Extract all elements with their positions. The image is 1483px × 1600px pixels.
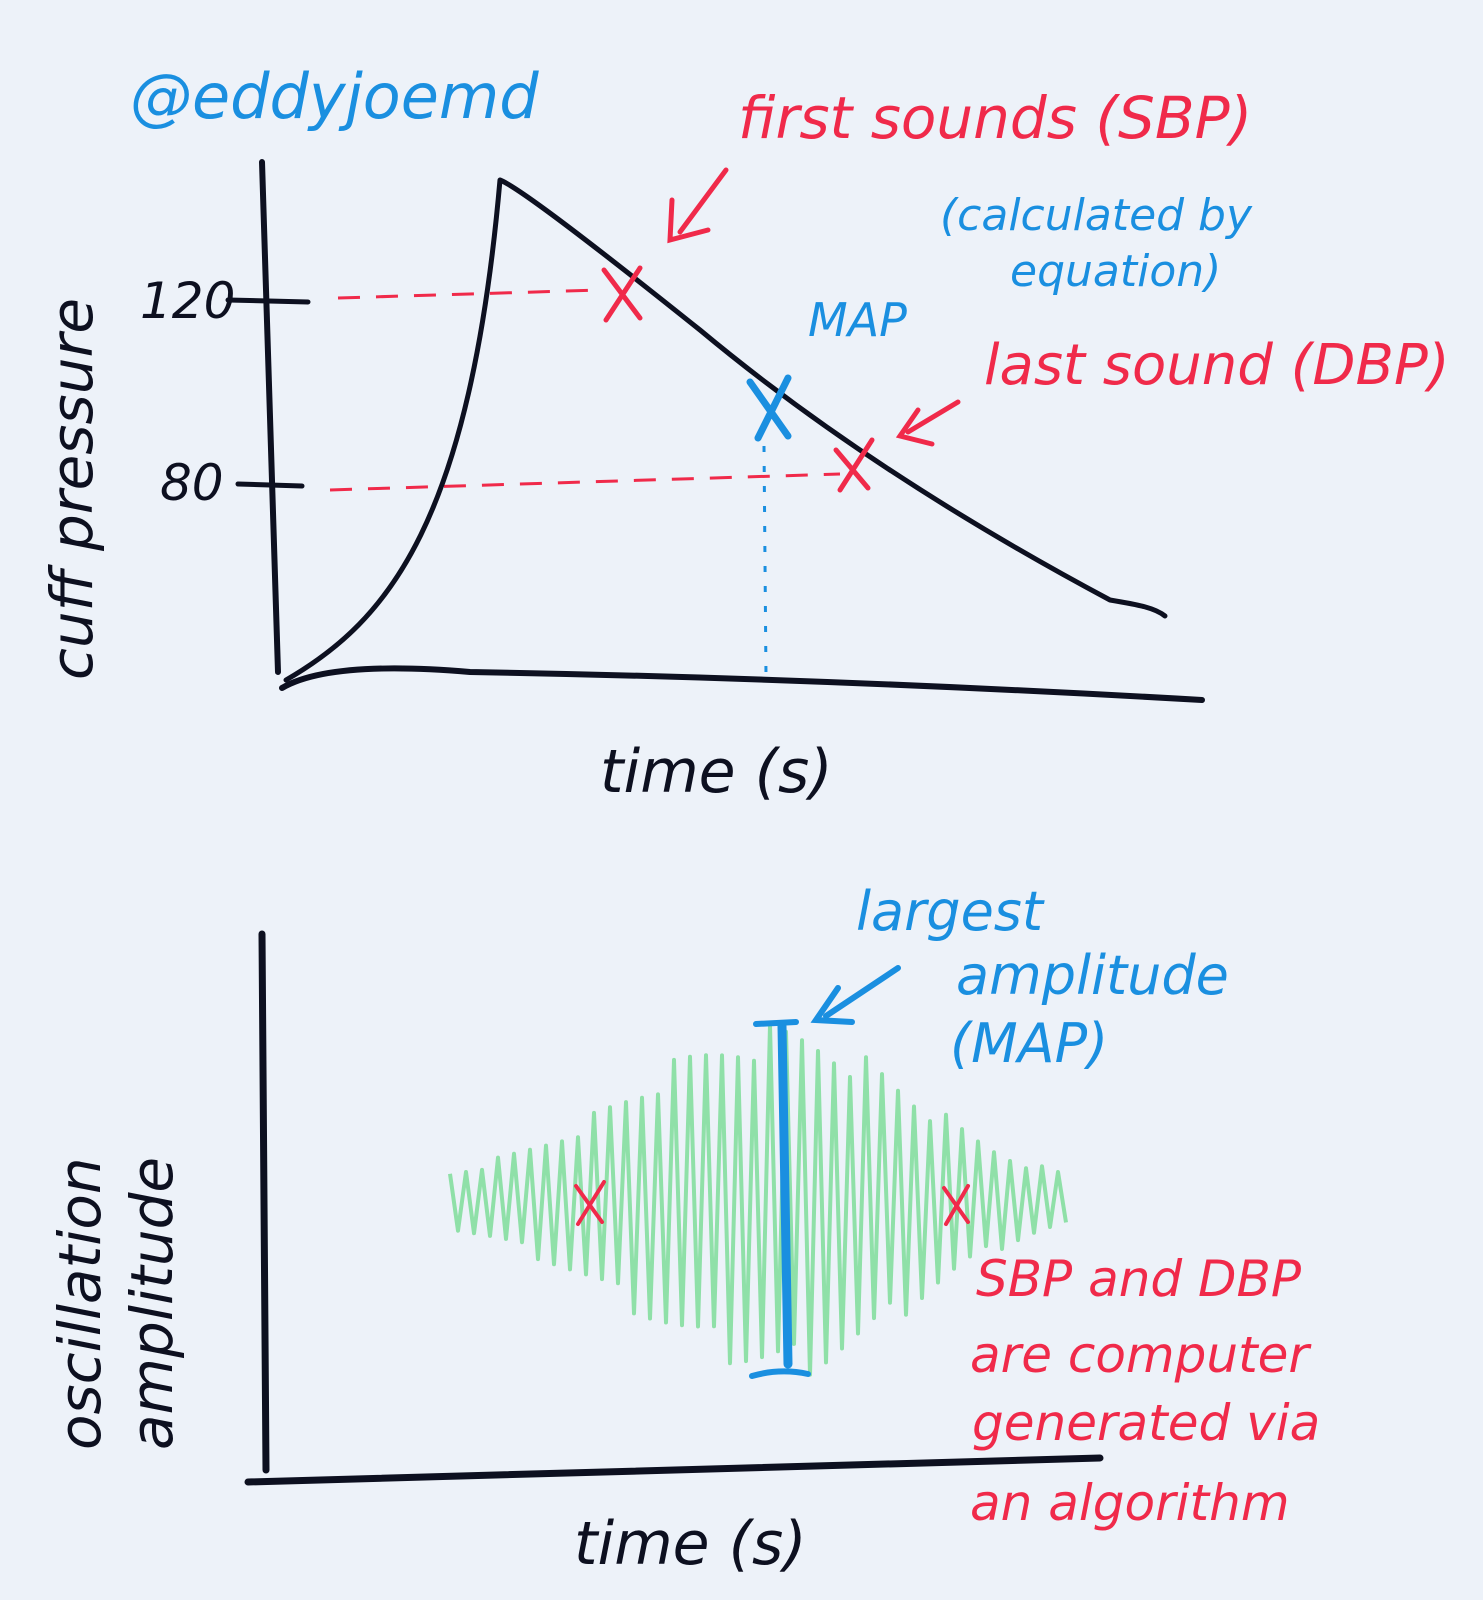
- largest-amplitude-bar: [749, 1019, 811, 1379]
- tick-label-80: 80: [160, 454, 224, 512]
- bottom-y-axis: [258, 930, 270, 1474]
- dbp-oscillation-marker: [942, 1184, 970, 1226]
- bottom-y-label-line1: oscillation: [46, 1157, 114, 1450]
- algorithm-note-line3: generated via: [972, 1394, 1320, 1452]
- author-handle: @eddyjoemd: [130, 60, 539, 133]
- largest-label-line2: amplitude: [956, 944, 1229, 1007]
- sbp-reference-line: [337, 288, 601, 300]
- map-note-line1: (calculated by: [940, 190, 1253, 241]
- bottom-chart: oscillation amplitude largest amplitude …: [46, 880, 1320, 1579]
- sbp-marker: [601, 265, 643, 323]
- top-x-label: time (s): [600, 737, 833, 807]
- largest-label-line3: (MAP): [950, 1012, 1108, 1075]
- dbp-reference-line: [329, 472, 841, 492]
- algorithm-note-line1: SBP and DBP: [976, 1250, 1302, 1308]
- bottom-x-axis: [244, 1454, 1104, 1486]
- map-drop-line: [762, 445, 768, 677]
- top-chart: 120 80 cuff pressure: [38, 84, 1450, 807]
- tick-120: [225, 297, 311, 305]
- first-sounds-arrow: [667, 167, 729, 244]
- bottom-y-label-line2: amplitude: [118, 1157, 186, 1450]
- map-note-line2: equation): [1010, 246, 1221, 297]
- map-marker: [746, 374, 792, 442]
- bottom-x-label: time (s): [574, 1509, 807, 1579]
- map-label: MAP: [808, 293, 907, 347]
- cuff-pressure-curve: [283, 177, 1168, 683]
- last-sound-label: last sound (DBP): [984, 333, 1450, 398]
- dbp-marker: [833, 437, 875, 493]
- sbp-oscillation-marker: [574, 1180, 606, 1226]
- first-sounds-label: first sounds (SBP): [738, 84, 1252, 152]
- top-y-label: cuff pressure: [38, 298, 106, 680]
- tick-80: [235, 481, 305, 489]
- largest-label-line1: largest: [856, 880, 1045, 943]
- top-y-axis: [259, 159, 281, 675]
- oscillation-waveform: [448, 1023, 1068, 1377]
- algorithm-note-line2: are computer: [970, 1326, 1312, 1384]
- algorithm-note-line4: an algorithm: [970, 1474, 1290, 1532]
- largest-amplitude-arrow: [810, 965, 901, 1025]
- last-sound-arrow: [895, 399, 961, 447]
- tick-label-120: 120: [140, 272, 235, 330]
- top-x-axis: [279, 665, 1205, 703]
